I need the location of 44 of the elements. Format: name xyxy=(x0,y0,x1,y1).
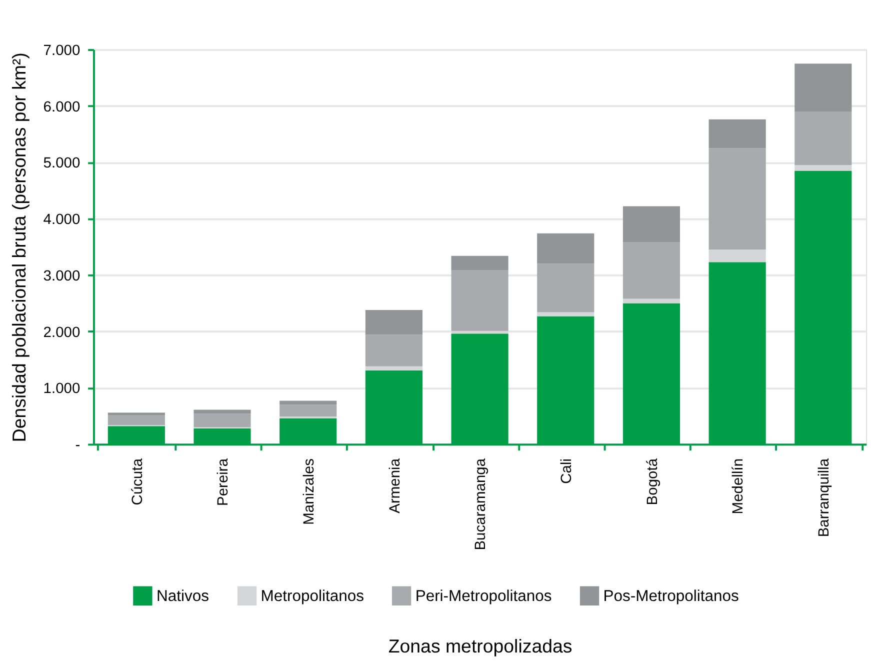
legend-label: Pos-Metropolitanos xyxy=(603,588,739,605)
x-tick-label: Barranquilla xyxy=(816,458,833,538)
bar xyxy=(194,414,251,428)
y-tick-label: 2.000 xyxy=(43,324,80,341)
bar xyxy=(365,310,422,335)
bar xyxy=(451,256,508,270)
y-tick-label: - xyxy=(75,438,80,454)
x-tick-label: Medellín xyxy=(730,458,747,514)
bar xyxy=(537,264,594,312)
y-tick-label: 6.000 xyxy=(43,99,80,116)
x-tick-label: Bucaramanga xyxy=(473,458,490,550)
x-tick-label: Cúcuta xyxy=(130,458,146,506)
bar xyxy=(537,312,594,316)
bar xyxy=(622,242,680,299)
y-tick-label: 7.000 xyxy=(43,42,80,59)
bar xyxy=(794,112,852,166)
legend-label: Peri-Metropolitanos xyxy=(415,588,552,605)
bar xyxy=(108,412,165,416)
y-tick-label: 3.000 xyxy=(43,268,80,284)
bar xyxy=(794,165,852,171)
x-tick-label: Manizales xyxy=(302,458,318,525)
bar xyxy=(708,119,766,148)
y-tick-label: 1.000 xyxy=(43,381,80,398)
bar xyxy=(365,334,422,366)
bar xyxy=(365,366,422,370)
bar xyxy=(451,270,508,331)
x-axis-title: Zonas metropolizadas xyxy=(388,635,572,656)
bar xyxy=(708,148,766,250)
bar xyxy=(708,250,766,262)
x-tick-label: Pereira xyxy=(216,458,232,506)
legend-label: Metropolitanos xyxy=(260,588,364,605)
x-tick-label: Armenia xyxy=(387,458,404,514)
bar xyxy=(622,206,680,242)
y-tick-label: 5.000 xyxy=(43,156,80,172)
legend-label: Nativos xyxy=(156,588,210,605)
bar xyxy=(537,233,594,264)
x-tick-label: Bogotá xyxy=(644,458,661,506)
bar xyxy=(108,415,165,426)
y-tick-label: 4.000 xyxy=(43,212,80,228)
bar xyxy=(794,64,852,112)
bar xyxy=(622,298,680,304)
bar xyxy=(280,404,337,417)
x-tick-label: Cali xyxy=(559,458,576,484)
y-axis-title: Densidad poblacional bruta (personas por km²) xyxy=(8,52,30,442)
